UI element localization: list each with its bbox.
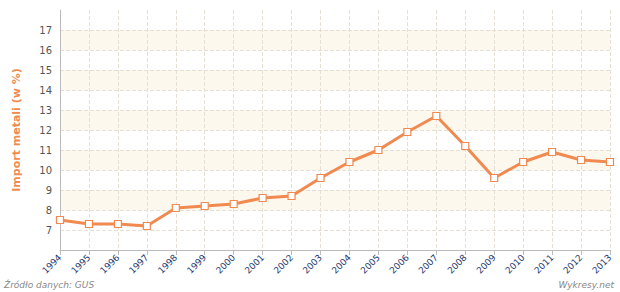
svg-text:17: 17 [39, 25, 52, 36]
svg-text:1997: 1997 [127, 252, 150, 275]
svg-text:14: 14 [39, 85, 52, 96]
svg-text:8: 8 [46, 205, 52, 216]
svg-text:Import metali (w %): Import metali (w %) [10, 68, 23, 192]
svg-text:7: 7 [46, 225, 52, 236]
svg-text:Wykresy.net: Wykresy.net [558, 280, 614, 290]
svg-text:2012: 2012 [561, 252, 584, 275]
svg-text:Źródło danych: GUS: Źródło danych: GUS [3, 279, 94, 290]
svg-text:2002: 2002 [272, 252, 295, 275]
svg-text:1998: 1998 [156, 252, 179, 275]
svg-text:2006: 2006 [388, 252, 411, 275]
svg-text:2003: 2003 [301, 252, 324, 275]
svg-text:9: 9 [46, 185, 52, 196]
svg-text:2009: 2009 [474, 252, 497, 275]
svg-text:1994: 1994 [40, 252, 63, 275]
svg-text:2011: 2011 [532, 252, 555, 275]
svg-text:1999: 1999 [185, 252, 208, 275]
svg-text:2001: 2001 [243, 252, 266, 275]
svg-text:2008: 2008 [446, 252, 469, 275]
svg-text:11: 11 [39, 145, 52, 156]
svg-text:12: 12 [39, 125, 52, 136]
svg-text:2004: 2004 [330, 252, 353, 275]
svg-text:10: 10 [39, 165, 52, 176]
svg-text:16: 16 [39, 45, 52, 56]
svg-text:15: 15 [39, 65, 52, 76]
svg-text:1996: 1996 [98, 252, 121, 275]
svg-text:1995: 1995 [69, 252, 92, 275]
svg-text:2005: 2005 [359, 252, 382, 275]
svg-text:2007: 2007 [417, 252, 440, 275]
svg-text:2010: 2010 [503, 252, 526, 275]
svg-text:2000: 2000 [214, 252, 237, 275]
svg-text:2013: 2013 [590, 252, 613, 275]
svg-text:13: 13 [39, 105, 52, 116]
